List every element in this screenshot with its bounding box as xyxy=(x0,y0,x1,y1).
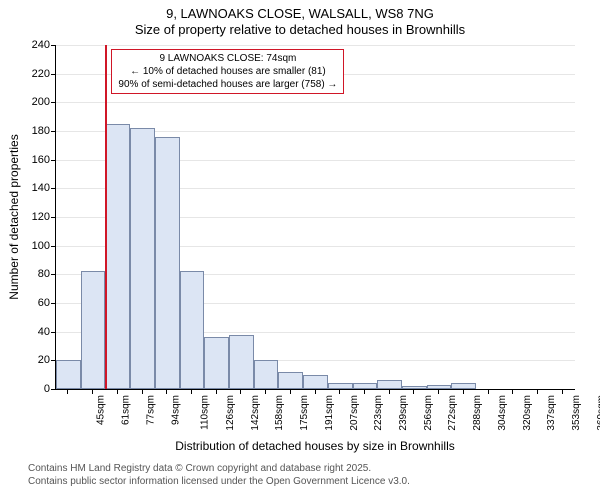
histogram-bar xyxy=(155,137,180,389)
y-tick-label: 120 xyxy=(20,211,50,223)
x-tick-mark xyxy=(216,389,217,394)
x-tick-mark xyxy=(142,389,143,394)
page-subtitle: Size of property relative to detached ho… xyxy=(0,22,600,37)
x-tick-label: 45sqm xyxy=(96,395,107,425)
annotation-box: 9 LAWNOAKS CLOSE: 74sqm← 10% of detached… xyxy=(111,49,344,94)
x-tick-label: 207sqm xyxy=(349,395,360,431)
x-tick-label: 272sqm xyxy=(447,395,458,431)
histogram-bar xyxy=(56,360,81,389)
annotation-line: 90% of semi-detached houses are larger (… xyxy=(118,78,337,91)
y-tick-mark xyxy=(51,217,56,218)
x-tick-mark xyxy=(191,389,192,394)
x-tick-label: 94sqm xyxy=(170,395,181,425)
x-tick-label: 320sqm xyxy=(522,395,533,431)
page-title: 9, LAWNOAKS CLOSE, WALSALL, WS8 7NG xyxy=(0,6,600,21)
annotation-line: 9 LAWNOAKS CLOSE: 74sqm xyxy=(118,52,337,65)
x-tick-mark xyxy=(488,389,489,394)
y-tick-label: 0 xyxy=(20,383,50,395)
footer-attribution: Contains HM Land Registry data © Crown c… xyxy=(0,462,600,488)
footer-line: Contains HM Land Registry data © Crown c… xyxy=(28,462,600,475)
y-tick-label: 80 xyxy=(20,268,50,280)
x-tick-label: 239sqm xyxy=(398,395,409,431)
y-tick-mark xyxy=(51,246,56,247)
x-tick-label: 369sqm xyxy=(596,395,600,431)
x-tick-label: 61sqm xyxy=(121,395,132,425)
y-tick-mark xyxy=(51,332,56,333)
y-tick-label: 220 xyxy=(20,68,50,80)
x-tick-label: 337sqm xyxy=(546,395,557,431)
x-tick-mark xyxy=(438,389,439,394)
x-tick-label: 304sqm xyxy=(497,395,508,431)
y-tick-mark xyxy=(51,102,56,103)
x-tick-mark xyxy=(240,389,241,394)
histogram-bar xyxy=(81,271,106,389)
x-tick-mark xyxy=(166,389,167,394)
y-tick-label: 140 xyxy=(20,182,50,194)
x-tick-mark xyxy=(537,389,538,394)
y-tick-mark xyxy=(51,389,56,390)
x-tick-label: 223sqm xyxy=(373,395,384,431)
x-tick-mark xyxy=(117,389,118,394)
x-tick-label: 158sqm xyxy=(274,395,285,431)
y-tick-mark xyxy=(51,131,56,132)
x-tick-mark xyxy=(463,389,464,394)
x-tick-label: 288sqm xyxy=(472,395,483,431)
y-tick-label: 60 xyxy=(20,297,50,309)
x-tick-label: 77sqm xyxy=(145,395,156,425)
y-tick-mark xyxy=(51,45,56,46)
x-tick-mark xyxy=(339,389,340,394)
plot-area: 9 LAWNOAKS CLOSE: 74sqm← 10% of detached… xyxy=(55,45,575,390)
x-tick-label: 256sqm xyxy=(423,395,434,431)
histogram-bar xyxy=(303,375,328,389)
histogram-bar xyxy=(130,128,155,389)
x-tick-label: 110sqm xyxy=(200,395,211,430)
histogram-bar xyxy=(204,337,229,389)
x-tick-mark xyxy=(512,389,513,394)
x-tick-mark xyxy=(265,389,266,394)
histogram-bar xyxy=(105,124,130,389)
x-tick-mark xyxy=(92,389,93,394)
x-tick-mark xyxy=(562,389,563,394)
x-tick-label: 142sqm xyxy=(250,395,261,431)
y-tick-label: 160 xyxy=(20,154,50,166)
y-tick-mark xyxy=(51,274,56,275)
x-axis-label: Distribution of detached houses by size … xyxy=(55,439,575,453)
x-tick-mark xyxy=(67,389,68,394)
property-marker-line xyxy=(105,45,107,389)
histogram-bar xyxy=(377,380,402,389)
title-block: 9, LAWNOAKS CLOSE, WALSALL, WS8 7NG Size… xyxy=(0,0,600,37)
grid-line xyxy=(56,45,575,46)
y-tick-mark xyxy=(51,303,56,304)
histogram-chart: Number of detached properties 9 LAWNOAKS… xyxy=(55,45,575,390)
y-tick-label: 200 xyxy=(20,96,50,108)
histogram-bar xyxy=(254,360,279,389)
x-tick-label: 126sqm xyxy=(225,395,236,431)
y-tick-label: 100 xyxy=(20,240,50,252)
y-tick-label: 20 xyxy=(20,354,50,366)
y-tick-label: 240 xyxy=(20,39,50,51)
histogram-bar xyxy=(229,335,254,389)
x-tick-mark xyxy=(364,389,365,394)
y-tick-label: 180 xyxy=(20,125,50,137)
histogram-bar xyxy=(278,372,303,389)
y-tick-mark xyxy=(51,188,56,189)
annotation-line: ← 10% of detached houses are smaller (81… xyxy=(118,65,337,78)
x-tick-mark xyxy=(290,389,291,394)
footer-line: Contains public sector information licen… xyxy=(28,475,600,488)
x-tick-label: 175sqm xyxy=(299,395,310,431)
x-tick-mark xyxy=(413,389,414,394)
y-tick-mark xyxy=(51,74,56,75)
y-tick-mark xyxy=(51,160,56,161)
x-tick-mark xyxy=(315,389,316,394)
x-tick-label: 191sqm xyxy=(324,395,335,431)
grid-line xyxy=(56,102,575,103)
y-tick-label: 40 xyxy=(20,326,50,338)
histogram-bar xyxy=(180,271,205,389)
histogram-bar xyxy=(402,386,427,389)
x-tick-label: 353sqm xyxy=(571,395,582,431)
x-tick-mark xyxy=(389,389,390,394)
